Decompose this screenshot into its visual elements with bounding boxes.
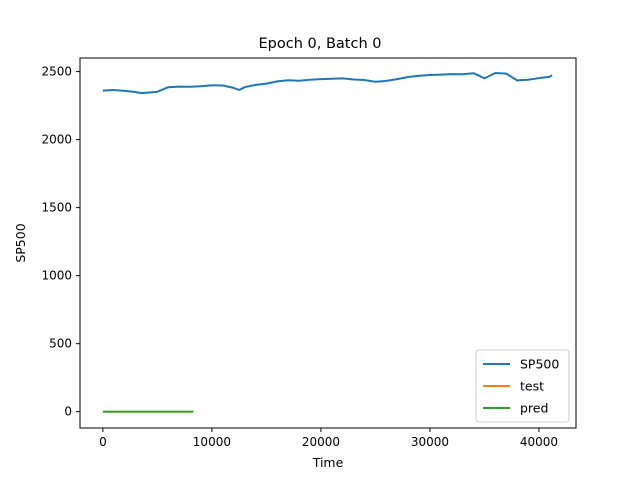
y-axis-label: SP500 xyxy=(13,223,28,262)
y-tick-label: 2000 xyxy=(41,133,72,147)
y-tick-label: 1500 xyxy=(41,201,72,215)
legend-label-test: test xyxy=(520,379,544,394)
legend-label-pred: pred xyxy=(520,401,548,416)
plot-area xyxy=(79,57,577,429)
x-tick-label: 40000 xyxy=(520,435,558,449)
legend-label-sp500: SP500 xyxy=(520,357,559,372)
y-tick-label: 500 xyxy=(49,337,72,351)
x-tick-label: 30000 xyxy=(411,435,449,449)
chart-title: Epoch 0, Batch 0 xyxy=(259,36,382,52)
series-line-sp500 xyxy=(102,72,553,95)
x-tick-label: 0 xyxy=(99,435,107,449)
y-tick-label: 2500 xyxy=(41,65,72,79)
x-axis-label: Time xyxy=(312,455,344,470)
legend-box xyxy=(475,349,570,423)
x-tick-label: 20000 xyxy=(302,435,340,449)
plot-frame xyxy=(79,57,577,429)
y-tick-label: 0 xyxy=(64,405,72,419)
y-axis: 0 500 1000 1500 2000 2500 xyxy=(41,65,80,419)
legend: SP500 test pred xyxy=(475,349,570,423)
y-tick-label: 1000 xyxy=(41,269,72,283)
x-axis: 0 10000 20000 30000 40000 xyxy=(99,428,558,449)
series-lines xyxy=(102,72,553,413)
x-tick-label: 10000 xyxy=(193,435,231,449)
